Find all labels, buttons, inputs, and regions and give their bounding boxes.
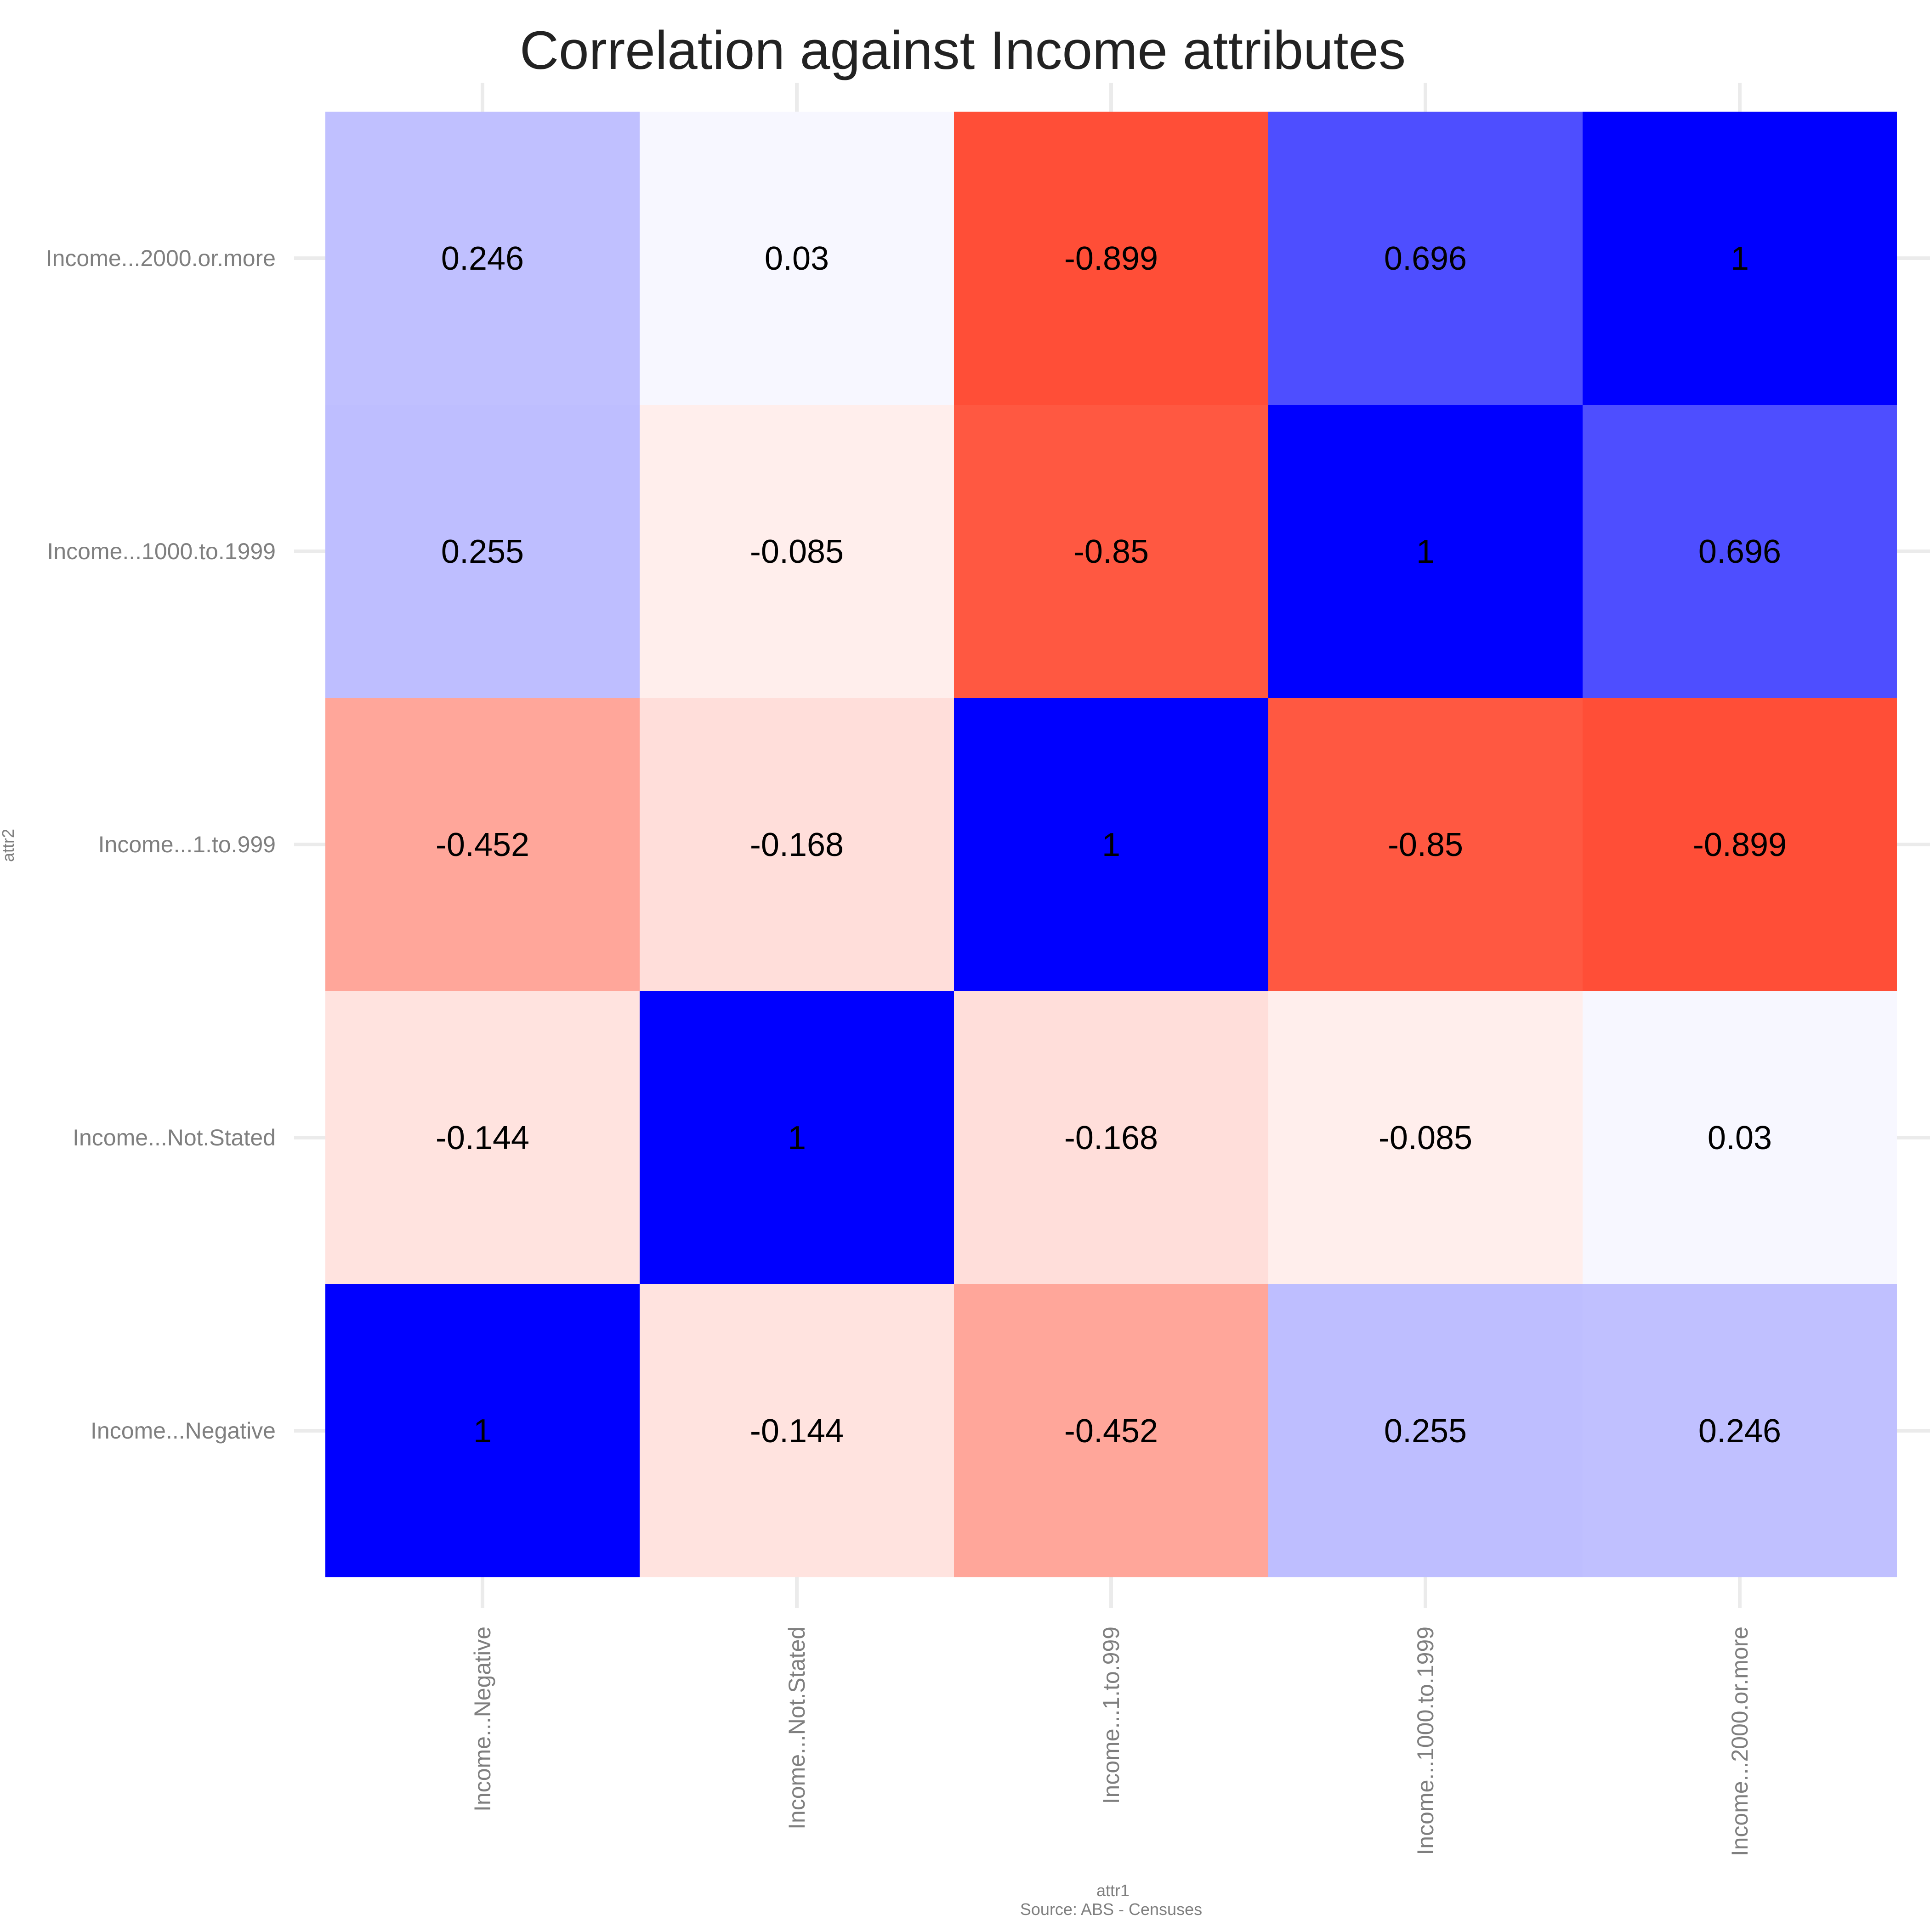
cell-value-label: 0.255 (441, 533, 524, 570)
heatmap-cell (954, 405, 1268, 698)
cell-value-label: -0.168 (1064, 1120, 1158, 1156)
cell-value-label: -0.085 (750, 533, 844, 570)
chart-title: Correlation against Income attributes (520, 20, 1406, 81)
heatmap-cell (1268, 1284, 1583, 1577)
x-tick-label: Income...1.to.999 (1098, 1626, 1124, 1804)
y-tick-label: Income...Not.Stated (73, 1125, 276, 1150)
heatmap-cell (1583, 1284, 1897, 1577)
heatmap-cell (640, 1284, 954, 1577)
heatmap-cell (325, 698, 640, 991)
cell-value-label: -0.168 (750, 827, 844, 863)
cell-value-label: -0.899 (1693, 827, 1787, 863)
x-tick-label: Income...Negative (470, 1626, 495, 1812)
heatmap-cell (1583, 112, 1897, 405)
x-axis-title: attr1 (1096, 1881, 1130, 1900)
cell-value-label: 0.246 (441, 240, 524, 277)
heatmap-cell (325, 405, 640, 698)
heatmap-cell (954, 698, 1268, 991)
heatmap-cells: 1 -0.144 -0.452 0.255 0.246 -0.144 1 -0.168 -0.0… (325, 112, 1897, 1577)
heatmap-cell (325, 1284, 640, 1577)
heatmap-cell (1268, 698, 1583, 991)
heatmap-cell (640, 405, 954, 698)
heatmap-cell (1583, 698, 1897, 991)
tick-labels: Income...Negative Income...Not.Stated Inco… (46, 245, 1753, 1856)
x-tick-label: Income...1000.to.1999 (1413, 1626, 1438, 1855)
x-tick-label: Income...2000.or.more (1727, 1626, 1753, 1856)
heatmap-cell (640, 991, 954, 1284)
cell-value-label: 1 (473, 1413, 492, 1450)
heatmap-cell (1583, 991, 1897, 1284)
heatmap-cell (640, 112, 954, 405)
cell-value-label: 0.246 (1698, 1413, 1781, 1450)
heatmap-cell (954, 1284, 1268, 1577)
cell-value-label: 1 (1416, 533, 1435, 570)
heatmap-cell (1268, 405, 1583, 698)
chart-caption: Source: ABS - Censuses (1020, 1900, 1202, 1919)
heatmap-cell (1268, 112, 1583, 405)
heatmap-cell (325, 991, 640, 1284)
cell-value-label: 0.03 (1708, 1120, 1772, 1156)
cell-value-label: -0.144 (750, 1413, 844, 1450)
cell-value-label: 0.03 (765, 240, 829, 277)
cell-value-label: -0.144 (436, 1120, 529, 1156)
cell-value-label: 1 (788, 1120, 806, 1156)
cell-value-label: -0.85 (1388, 827, 1463, 863)
cell-value-label: -0.452 (1064, 1413, 1158, 1450)
y-tick-label: Income...2000.or.more (46, 245, 276, 271)
cell-value-label: 1 (1731, 240, 1749, 277)
cell-value-label: 0.255 (1384, 1413, 1467, 1450)
heatmap-cell (954, 112, 1268, 405)
heatmap-cell (954, 991, 1268, 1284)
cell-value-label: -0.899 (1064, 240, 1158, 277)
cell-value-label: -0.452 (436, 827, 529, 863)
cell-value-label: -0.85 (1073, 533, 1149, 570)
heatmap-cell (325, 112, 640, 405)
y-tick-label: Income...Negative (91, 1418, 276, 1444)
cell-value-label: -0.085 (1379, 1120, 1472, 1156)
x-tick-label: Income...Not.Stated (784, 1626, 810, 1830)
cell-value-label: 1 (1102, 827, 1120, 863)
y-axis-title: attr2 (0, 829, 17, 862)
heatmap-cell (1268, 991, 1583, 1284)
cell-value-label: 0.696 (1698, 533, 1781, 570)
y-tick-label: Income...1000.to.1999 (47, 538, 276, 564)
y-tick-label: Income...1.to.999 (98, 832, 276, 857)
heatmap-cell (640, 698, 954, 991)
cell-value-label: 0.696 (1384, 240, 1467, 277)
heatmap-cell (1583, 405, 1897, 698)
